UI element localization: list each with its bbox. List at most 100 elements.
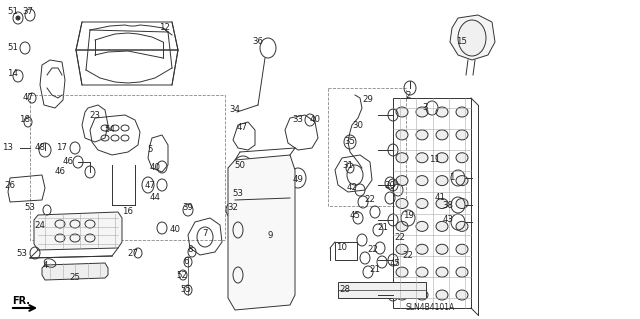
Text: 9: 9 (268, 231, 273, 240)
Text: 22: 22 (403, 250, 413, 259)
Text: 23: 23 (90, 110, 100, 120)
Bar (335, 242, 357, 260)
Ellipse shape (436, 221, 448, 231)
Text: 54: 54 (104, 125, 115, 135)
Polygon shape (450, 15, 495, 60)
Text: 36: 36 (253, 38, 264, 47)
Text: 15: 15 (456, 38, 467, 47)
Ellipse shape (436, 176, 448, 186)
Ellipse shape (456, 244, 468, 254)
Text: 51: 51 (8, 8, 19, 17)
Ellipse shape (458, 20, 486, 56)
Text: 45: 45 (390, 258, 401, 268)
Text: 17: 17 (56, 144, 67, 152)
Text: 46: 46 (54, 167, 65, 176)
Text: 16: 16 (122, 207, 134, 217)
Ellipse shape (416, 198, 428, 209)
Text: 55: 55 (180, 286, 191, 294)
Text: 33: 33 (292, 115, 303, 124)
Text: 52: 52 (177, 271, 188, 279)
Text: 14: 14 (8, 70, 19, 78)
Text: 40: 40 (310, 115, 321, 124)
Text: 1: 1 (449, 174, 455, 182)
Ellipse shape (436, 153, 448, 163)
Ellipse shape (416, 244, 428, 254)
Ellipse shape (456, 290, 468, 300)
Text: 21: 21 (369, 265, 381, 275)
Text: 53: 53 (24, 204, 35, 212)
Text: 49: 49 (292, 175, 303, 184)
Ellipse shape (456, 221, 468, 231)
Text: 30: 30 (353, 121, 364, 130)
Text: SLN4B4101A: SLN4B4101A (405, 303, 454, 313)
Text: 47: 47 (145, 181, 156, 189)
Text: 22: 22 (367, 246, 378, 255)
Text: 42: 42 (346, 183, 358, 192)
Bar (393, 98, 471, 308)
Text: 5: 5 (147, 145, 153, 154)
Ellipse shape (396, 153, 408, 163)
Text: 51: 51 (8, 42, 19, 51)
Text: 53: 53 (232, 189, 243, 197)
Text: 41: 41 (435, 194, 445, 203)
Text: 37: 37 (22, 8, 33, 17)
Text: 2: 2 (405, 91, 411, 100)
Text: 44: 44 (150, 194, 161, 203)
Bar (328, 88, 406, 206)
Text: 35: 35 (344, 137, 355, 146)
Bar (338, 282, 426, 298)
Text: 46: 46 (63, 157, 74, 166)
Ellipse shape (416, 290, 428, 300)
Ellipse shape (456, 198, 468, 209)
Text: 22: 22 (365, 196, 376, 204)
Ellipse shape (416, 176, 428, 186)
Text: 6: 6 (183, 257, 189, 266)
Text: 11: 11 (429, 155, 440, 165)
Text: 34: 34 (230, 106, 241, 115)
Text: 29: 29 (363, 95, 373, 105)
Text: 4: 4 (42, 261, 48, 270)
Text: 13: 13 (3, 144, 13, 152)
Text: 20: 20 (385, 181, 396, 189)
Ellipse shape (416, 267, 428, 277)
Text: FR.: FR. (12, 296, 30, 306)
Ellipse shape (416, 107, 428, 117)
Text: 39: 39 (182, 204, 193, 212)
Ellipse shape (436, 107, 448, 117)
Polygon shape (228, 155, 295, 310)
Ellipse shape (456, 267, 468, 277)
Text: 12: 12 (159, 24, 170, 33)
Text: 19: 19 (403, 211, 413, 219)
Text: 31: 31 (342, 160, 353, 169)
Text: 10: 10 (337, 243, 348, 253)
Ellipse shape (396, 221, 408, 231)
Ellipse shape (396, 176, 408, 186)
Ellipse shape (416, 221, 428, 231)
Ellipse shape (456, 107, 468, 117)
Text: 22: 22 (394, 234, 406, 242)
Text: 40: 40 (150, 162, 161, 172)
Text: 53: 53 (17, 249, 28, 257)
Ellipse shape (396, 130, 408, 140)
Text: 47: 47 (237, 123, 248, 132)
Text: 28: 28 (339, 286, 351, 294)
Ellipse shape (416, 153, 428, 163)
Text: 3: 3 (422, 103, 428, 113)
Text: 18: 18 (19, 115, 31, 124)
Text: 26: 26 (4, 182, 15, 190)
Ellipse shape (456, 130, 468, 140)
Text: 45: 45 (349, 211, 360, 219)
Ellipse shape (396, 107, 408, 117)
Text: 21: 21 (378, 224, 388, 233)
Text: 27: 27 (127, 249, 138, 257)
Bar (30, 95, 225, 240)
Text: 32: 32 (227, 204, 239, 212)
Text: 8: 8 (188, 246, 193, 255)
Polygon shape (42, 263, 108, 280)
Text: 24: 24 (35, 220, 45, 229)
Text: 25: 25 (70, 273, 81, 283)
Text: 38: 38 (442, 201, 454, 210)
Ellipse shape (16, 16, 20, 20)
Ellipse shape (436, 267, 448, 277)
Text: 40: 40 (170, 226, 180, 234)
